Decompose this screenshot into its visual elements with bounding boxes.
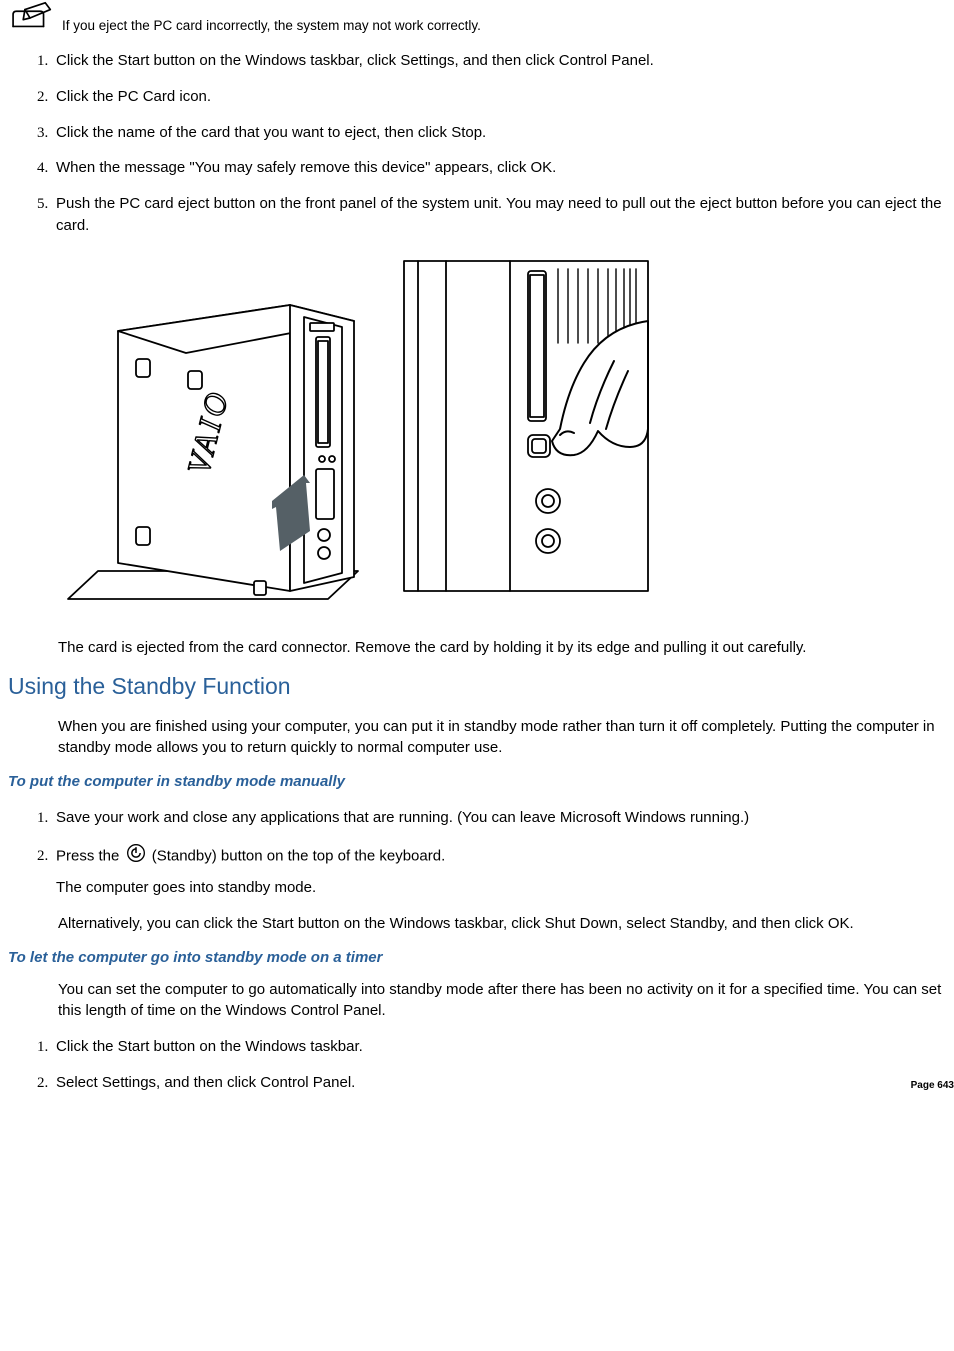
step-text-post: (Standby) button on the top of the keybo… — [148, 847, 446, 864]
list-item: Click the Start button on the Windows ta… — [52, 1036, 946, 1058]
step-text: Click the Start button on the Windows ta… — [56, 1038, 363, 1055]
step-text-pre: Press the — [56, 847, 124, 864]
list-item: Click the Start button on the Windows ta… — [52, 50, 946, 72]
standby-manual-steps: Save your work and close any application… — [8, 807, 946, 899]
step-text: Click the name of the card that you want… — [56, 124, 486, 141]
step-sub-text: The computer goes into standby mode. — [56, 877, 946, 899]
standby-intro: When you are finished using your compute… — [58, 716, 946, 760]
step-text: Save your work and close any application… — [56, 809, 749, 826]
list-item: Select Settings, and then click Control … — [52, 1072, 946, 1094]
note-text: If you eject the PC card incorrectly, th… — [62, 16, 481, 36]
step-text: Select Settings, and then click Control … — [56, 1074, 355, 1091]
step-text: Push the PC card eject button on the fro… — [56, 195, 942, 234]
eject-figure: VAIO — [58, 251, 946, 611]
standby-timer-intro: You can set the computer to go automatic… — [58, 979, 946, 1023]
page-number: Page 643 — [911, 1079, 954, 1094]
note-pencil-icon — [8, 0, 52, 36]
standby-heading: Using the Standby Function — [8, 670, 946, 703]
step-text: Click the PC Card icon. — [56, 88, 211, 105]
eject-steps-list: Click the Start button on the Windows ta… — [8, 50, 946, 237]
list-item: Click the name of the card that you want… — [52, 122, 946, 144]
standby-manual-alt: Alternatively, you can click the Start b… — [58, 913, 946, 935]
list-item: Save your work and close any application… — [52, 807, 946, 829]
step-text: Click the Start button on the Windows ta… — [56, 52, 654, 69]
list-item: Push the PC card eject button on the fro… — [52, 193, 946, 237]
after-figure-paragraph: The card is ejected from the card connec… — [58, 637, 946, 659]
list-item: Press the (Standby) button on the top of… — [52, 843, 946, 900]
standby-icon — [126, 843, 146, 870]
list-item: Click the PC Card icon. — [52, 86, 946, 108]
note-block: If you eject the PC card incorrectly, th… — [8, 0, 946, 36]
standby-manual-heading: To put the computer in standby mode manu… — [8, 771, 946, 793]
list-item: When the message "You may safely remove … — [52, 157, 946, 179]
standby-timer-steps: Click the Start button on the Windows ta… — [8, 1036, 946, 1094]
step-text: When the message "You may safely remove … — [56, 159, 556, 176]
standby-timer-heading: To let the computer go into standby mode… — [8, 947, 946, 969]
